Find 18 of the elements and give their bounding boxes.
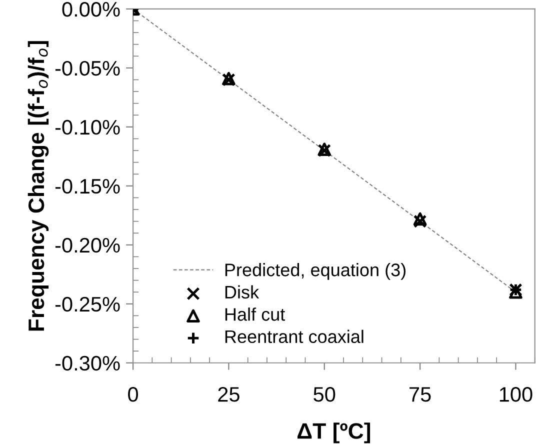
y-tick-label: -0.20% bbox=[55, 238, 120, 253]
x-axis-title: ΔT [ºC] bbox=[298, 422, 370, 444]
x-tick-label: 25 bbox=[218, 387, 240, 402]
legend-label: Predicted, equation (3) bbox=[225, 263, 406, 280]
x-tick-label: 75 bbox=[410, 387, 431, 402]
y-tick-label: -0.05% bbox=[55, 60, 120, 76]
x-tick-label: 0 bbox=[128, 387, 138, 402]
legend-label: Half cut bbox=[225, 308, 286, 321]
y-tick-label: -0.25% bbox=[55, 296, 120, 312]
x-tick-label: 100 bbox=[500, 387, 532, 402]
y-tick-label: 0.00% bbox=[62, 2, 120, 17]
legend-label: Disk bbox=[225, 285, 260, 299]
y-tick-label: -0.10% bbox=[55, 120, 120, 135]
y-axis-title: Frequency Change [(f-f$_{o}$)/f$_{o}$] bbox=[28, 41, 49, 331]
y-tick-label: -0.15% bbox=[55, 178, 120, 194]
legend-label: Reentrant coaxial bbox=[225, 330, 364, 344]
y-tick-label: -0.30% bbox=[55, 356, 120, 371]
x-tick-label: 50 bbox=[314, 387, 336, 402]
